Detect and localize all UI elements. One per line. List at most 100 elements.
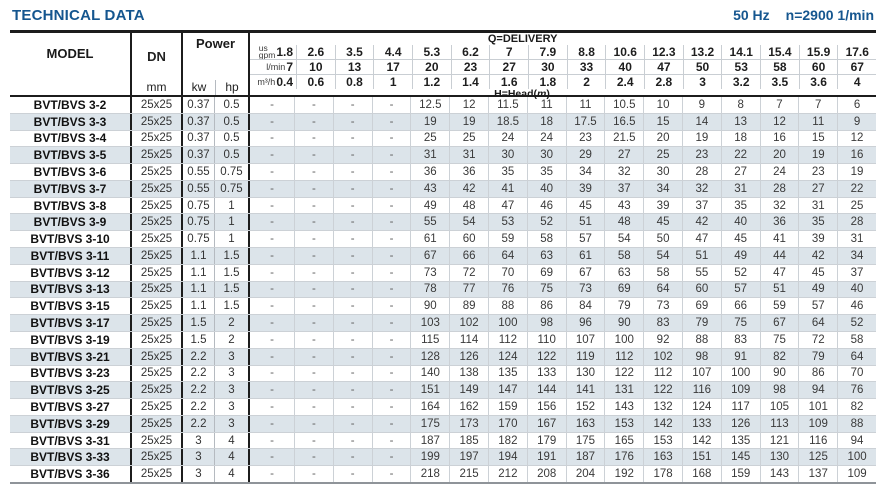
flow-value-cell: 1 — [373, 75, 412, 89]
head-value-cell: 94 — [837, 432, 876, 449]
kw-cell: 0.75 — [181, 197, 214, 214]
head-value-cell: 122 — [643, 382, 682, 399]
head-value-cell: 52 — [526, 214, 566, 231]
head-value-cell: 25 — [449, 130, 488, 147]
dn-cell: 25x25 — [130, 231, 181, 248]
kw-cell: 2.2 — [181, 365, 214, 382]
dn-cell: 25x25 — [130, 315, 181, 331]
head-value-cell: 185 — [449, 432, 488, 449]
head-value-cell: 7 — [759, 97, 799, 113]
hp-cell: 0.5 — [214, 130, 248, 147]
head-empty-cell: - — [371, 248, 411, 264]
kw-cell: 1.1 — [181, 298, 214, 315]
head-value-cell: 40 — [720, 214, 760, 231]
head-value-cell: 34 — [837, 248, 876, 264]
head-empty-cell: - — [371, 180, 411, 197]
head-value-cell: 27 — [604, 147, 643, 164]
head-empty-cell: - — [332, 180, 372, 197]
dn-cell: 25x25 — [130, 130, 181, 147]
head-value-cell: 175 — [410, 415, 449, 432]
head-value-cell: 115 — [410, 331, 449, 348]
table-body: BVT/BVS 3-2 25x25 0.37 0.5- - - -12.5 12 11.5 11 1… — [10, 97, 876, 484]
head-value-cell: 25 — [643, 147, 682, 164]
hp-cell: 3 — [214, 399, 248, 415]
flow-value-cell: 10 — [296, 60, 335, 74]
hp-cell: 1 — [214, 231, 248, 248]
head-empty-cell: - — [371, 399, 411, 415]
head-empty-cell: - — [248, 130, 294, 147]
head-value-cell: 39 — [798, 231, 837, 248]
head-empty-cell: - — [332, 281, 372, 298]
head-empty-cell: - — [371, 298, 411, 315]
head-value-cell: 109 — [798, 415, 837, 432]
dn-cell: 25x25 — [130, 399, 181, 415]
head-value-cell: 138 — [449, 365, 488, 382]
flow-value-cell: 15.4 — [760, 45, 799, 59]
head-empty-cell: - — [371, 164, 411, 180]
flow-value-cell: 1.4 — [450, 75, 490, 89]
head-value-cell: 73 — [565, 281, 605, 298]
head-value-cell: 41 — [759, 231, 799, 248]
head-value-cell: 24 — [759, 164, 799, 180]
head-empty-cell: - — [248, 432, 294, 449]
dn-cell: 25x25 — [130, 298, 181, 315]
head-value-cell: 10 — [643, 97, 682, 113]
head-value-cell: 110 — [526, 331, 566, 348]
hp-cell: 1.5 — [214, 264, 248, 281]
hp-cell: 2 — [214, 331, 248, 348]
head-value-cell: 75 — [759, 331, 799, 348]
top-bar: TECHNICAL DATA 50 Hz n=2900 1/min — [12, 7, 876, 24]
head-value-cell: 199 — [410, 449, 449, 466]
head-empty-cell: - — [294, 130, 333, 147]
head-empty-cell: - — [294, 281, 333, 298]
speed-label: n=2900 1/min — [785, 7, 874, 23]
model-cell: BVT/BVS 3-8 — [33, 198, 107, 213]
head-value-cell: 83 — [720, 331, 760, 348]
flow-unit-label-cell: l/min 7 — [250, 60, 296, 74]
head-value-cell: 13 — [720, 113, 760, 130]
head-empty-cell: - — [332, 382, 372, 399]
hp-cell: 3 — [214, 382, 248, 399]
head-value-cell: 53 — [487, 214, 527, 231]
table-row: BVT/BVS 3-6 25x25 0.55 0.75- - - -36 36 35 35 34 32… — [10, 163, 876, 180]
power-label: Power — [195, 36, 235, 51]
flow-value-cell: 10.6 — [605, 45, 644, 59]
dn-cell: 25x25 — [130, 113, 181, 130]
head-value-cell: 215 — [449, 466, 488, 482]
head-value-cell: 30 — [487, 147, 527, 164]
head-empty-cell: - — [294, 113, 333, 130]
technical-data-table: MODEL DN mm Power kw hp Q=DELIVERY us gpm… — [10, 30, 876, 484]
kw-cell: 3 — [181, 432, 214, 449]
head-value-cell: 70 — [837, 365, 876, 382]
head-value-cell: 24 — [526, 130, 566, 147]
head-value-cell: 64 — [798, 315, 837, 331]
head-value-cell: 116 — [681, 382, 721, 399]
head-value-cell: 19 — [837, 164, 876, 180]
head-value-cell: 69 — [681, 298, 721, 315]
dn-cell: 25x25 — [130, 180, 181, 197]
model-cell: BVT/BVS 3-33 — [30, 450, 110, 465]
hp-cell: 0.75 — [214, 164, 248, 180]
head-label-suffix: ) — [546, 88, 550, 100]
dn-label: DN — [147, 49, 166, 64]
head-value-cell: 24 — [487, 130, 527, 147]
table-row: BVT/BVS 3-33 25x25 3 4- - - -199 197 194 191 187 17… — [10, 448, 876, 466]
head-value-cell: 58 — [604, 248, 643, 264]
dn-cell: 25x25 — [130, 331, 181, 348]
head-value-cell: 122 — [526, 348, 566, 365]
head-value-cell: 75 — [526, 281, 566, 298]
head-value-cell: 7 — [798, 97, 837, 113]
head-empty-cell: - — [332, 130, 372, 147]
head-empty-cell: - — [332, 315, 372, 331]
head-value-cell: 88 — [487, 298, 527, 315]
model-cell: BVT/BVS 3-23 — [30, 366, 110, 381]
head-value-cell: 63 — [604, 264, 643, 281]
head-value-cell: 107 — [681, 365, 721, 382]
head-value-cell: 73 — [643, 298, 682, 315]
head-value-cell: 70 — [487, 264, 527, 281]
head-value-cell: 162 — [449, 399, 488, 415]
head-value-cell: 88 — [837, 415, 876, 432]
head-value-cell: 41 — [487, 180, 527, 197]
model-cell: BVT/BVS 3-27 — [30, 399, 110, 414]
head-value-cell: 212 — [487, 466, 527, 482]
